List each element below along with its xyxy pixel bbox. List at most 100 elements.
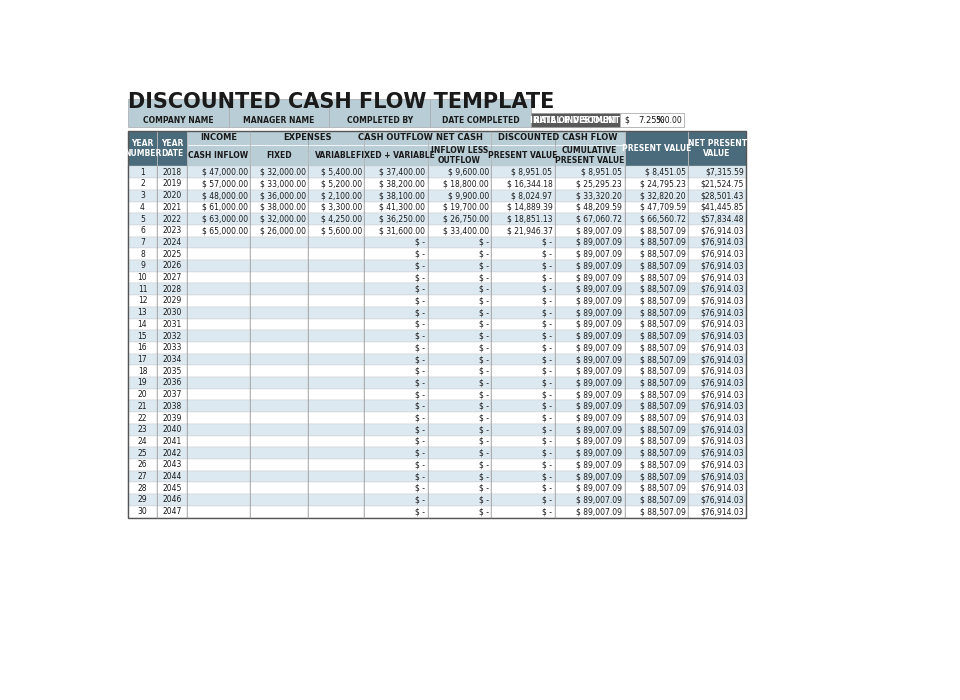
Text: 2040: 2040 xyxy=(162,425,181,434)
Text: 9: 9 xyxy=(140,261,145,270)
Bar xyxy=(620,113,634,127)
Bar xyxy=(128,412,157,424)
Text: $ 38,100.00: $ 38,100.00 xyxy=(379,191,425,200)
Text: $ -: $ - xyxy=(479,461,489,469)
Bar xyxy=(308,237,364,248)
Bar xyxy=(492,284,555,295)
Text: $ 89,007.09: $ 89,007.09 xyxy=(576,273,622,282)
Bar xyxy=(251,190,308,202)
Text: $ 41,300.00: $ 41,300.00 xyxy=(379,203,425,212)
Bar xyxy=(625,494,688,506)
Bar xyxy=(329,99,430,127)
Text: $76,914.03: $76,914.03 xyxy=(700,437,744,446)
Bar xyxy=(688,248,746,260)
Bar xyxy=(688,412,746,424)
Bar xyxy=(128,447,157,459)
Bar xyxy=(555,435,625,447)
Text: $ -: $ - xyxy=(479,320,489,329)
Text: $76,914.03: $76,914.03 xyxy=(700,238,744,247)
Bar xyxy=(555,377,625,388)
Text: DISCOUNTED CASH FLOW: DISCOUNTED CASH FLOW xyxy=(498,134,617,142)
Text: $76,914.03: $76,914.03 xyxy=(700,496,744,505)
Text: YEAR
DATE: YEAR DATE xyxy=(160,139,183,158)
Bar xyxy=(128,459,157,470)
Text: $ -: $ - xyxy=(542,414,552,423)
Bar xyxy=(688,131,746,167)
Text: $ -: $ - xyxy=(479,508,489,516)
Text: $ 5,400.00: $ 5,400.00 xyxy=(321,168,362,176)
Bar xyxy=(186,131,251,145)
Text: 16: 16 xyxy=(137,343,147,352)
Text: $ -: $ - xyxy=(416,285,425,294)
Text: 2023: 2023 xyxy=(162,226,181,235)
Bar xyxy=(308,482,364,494)
Bar xyxy=(128,99,228,127)
Bar xyxy=(427,412,492,424)
Bar xyxy=(492,190,555,202)
Text: $41,445.85: $41,445.85 xyxy=(701,203,744,212)
Text: 26: 26 xyxy=(137,461,147,469)
Bar xyxy=(251,435,308,447)
Text: $ -: $ - xyxy=(416,508,425,516)
Bar xyxy=(364,225,427,237)
Text: $76,914.03: $76,914.03 xyxy=(700,308,744,317)
Bar xyxy=(688,214,746,225)
Bar xyxy=(128,272,157,284)
Bar xyxy=(364,459,427,470)
Text: $ -: $ - xyxy=(416,379,425,387)
Bar xyxy=(625,377,688,388)
Text: $ 36,250.00: $ 36,250.00 xyxy=(379,215,425,223)
Bar xyxy=(308,354,364,365)
Bar xyxy=(308,447,364,459)
Text: $ 88,507.09: $ 88,507.09 xyxy=(640,273,685,282)
Text: $ -: $ - xyxy=(542,238,552,247)
Bar xyxy=(555,272,625,284)
Text: $ 88,507.09: $ 88,507.09 xyxy=(640,367,685,376)
Text: $ 88,507.09: $ 88,507.09 xyxy=(640,402,685,411)
Bar xyxy=(625,354,688,365)
Text: $ -: $ - xyxy=(416,273,425,282)
Text: $ 5,600.00: $ 5,600.00 xyxy=(321,226,362,235)
Bar xyxy=(427,365,492,377)
Bar xyxy=(157,225,186,237)
Bar xyxy=(688,178,746,190)
Text: 1: 1 xyxy=(140,168,145,176)
Bar xyxy=(157,330,186,342)
Bar xyxy=(308,145,364,167)
Bar xyxy=(308,178,364,190)
Bar xyxy=(186,494,251,506)
Bar xyxy=(157,506,186,517)
Text: $ 89,007.09: $ 89,007.09 xyxy=(576,414,622,423)
Bar xyxy=(251,365,308,377)
Text: $ -: $ - xyxy=(479,273,489,282)
Bar xyxy=(427,237,492,248)
Text: $76,914.03: $76,914.03 xyxy=(700,343,744,352)
Bar xyxy=(308,470,364,482)
Text: $76,914.03: $76,914.03 xyxy=(700,484,744,493)
Text: 13: 13 xyxy=(137,308,147,317)
Text: $ 88,507.09: $ 88,507.09 xyxy=(640,461,685,469)
Text: $ 89,007.09: $ 89,007.09 xyxy=(576,449,622,458)
Text: 2022: 2022 xyxy=(162,215,181,223)
Bar xyxy=(251,424,308,435)
Text: $ 89,007.09: $ 89,007.09 xyxy=(576,472,622,481)
Bar xyxy=(492,482,555,494)
Bar xyxy=(251,260,308,272)
Bar xyxy=(688,435,746,447)
Text: $ -: $ - xyxy=(416,390,425,399)
Bar xyxy=(555,202,625,214)
Bar xyxy=(427,284,492,295)
Text: $ 4,250.00: $ 4,250.00 xyxy=(321,215,362,223)
Bar xyxy=(427,435,492,447)
Bar xyxy=(427,424,492,435)
Bar xyxy=(364,470,427,482)
Bar xyxy=(625,190,688,202)
Bar xyxy=(186,365,251,377)
Text: 2044: 2044 xyxy=(162,472,181,481)
Text: COMPANY NAME: COMPANY NAME xyxy=(143,116,213,125)
Bar xyxy=(688,506,746,517)
Bar xyxy=(157,354,186,365)
Bar xyxy=(364,131,427,145)
Bar xyxy=(251,482,308,494)
Text: $ 32,000.00: $ 32,000.00 xyxy=(260,215,306,223)
